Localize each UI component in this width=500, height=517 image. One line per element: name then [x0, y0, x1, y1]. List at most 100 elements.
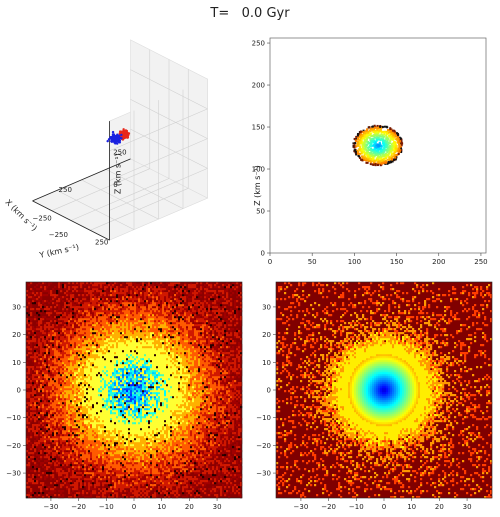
cell [60, 426, 62, 428]
cell [70, 408, 72, 410]
cell [74, 416, 76, 418]
cell [96, 360, 98, 362]
cell [92, 322, 94, 324]
cell [66, 382, 68, 384]
cell [74, 446, 76, 448]
cell [60, 428, 62, 430]
cell [42, 358, 44, 360]
cell [94, 374, 96, 376]
cell [44, 452, 46, 454]
cell [46, 430, 48, 432]
cell [70, 328, 72, 330]
cell [96, 448, 98, 450]
cell [66, 430, 68, 432]
cell [46, 434, 48, 436]
cell [108, 380, 110, 382]
cell [76, 320, 78, 322]
cell [82, 440, 84, 442]
cell [90, 444, 92, 446]
cell [74, 438, 76, 440]
cell [54, 490, 56, 492]
cell [76, 282, 78, 284]
point [120, 131, 122, 133]
cell [72, 458, 74, 460]
cell [84, 450, 86, 452]
cell [70, 428, 72, 430]
cell [80, 428, 82, 430]
cell [108, 298, 110, 300]
cell [52, 488, 54, 490]
point [366, 129, 368, 131]
cell [30, 358, 32, 360]
point [389, 136, 391, 138]
cell [106, 374, 108, 376]
cell [106, 324, 108, 326]
cell [84, 284, 86, 286]
cell [38, 348, 40, 350]
cell [54, 310, 56, 312]
cell [30, 382, 32, 384]
cell [70, 316, 72, 318]
cell [88, 372, 90, 374]
cell [94, 354, 96, 356]
cell [54, 336, 56, 338]
cell [72, 434, 74, 436]
cell [62, 464, 64, 466]
cell [82, 296, 84, 298]
cell [110, 474, 112, 476]
cell [60, 370, 62, 372]
cell [48, 290, 50, 292]
cell [54, 466, 56, 468]
cell [106, 472, 108, 474]
cell [36, 412, 38, 414]
cell [108, 468, 110, 470]
cell [62, 296, 64, 298]
cell [54, 334, 56, 336]
cell [102, 344, 104, 346]
cell [62, 440, 64, 442]
cell [36, 400, 38, 402]
cell [34, 458, 36, 460]
cell [88, 410, 90, 412]
cell [98, 460, 100, 462]
cell [74, 462, 76, 464]
cell [68, 386, 70, 388]
cell [76, 456, 78, 458]
cell [82, 354, 84, 356]
cell [78, 418, 80, 420]
point [357, 141, 359, 143]
cell [52, 458, 54, 460]
cell [94, 474, 96, 476]
cell [36, 350, 38, 352]
cell [28, 404, 30, 406]
cell [98, 426, 100, 428]
cell [64, 434, 66, 436]
cell [74, 444, 76, 446]
cell [26, 300, 28, 302]
cell [46, 398, 48, 400]
cell [94, 400, 96, 402]
cell [46, 444, 48, 446]
cell [76, 480, 78, 482]
cell [48, 302, 50, 304]
point [376, 139, 378, 141]
cell [46, 406, 48, 408]
cell [28, 320, 30, 322]
cell [36, 346, 38, 348]
cell [58, 446, 60, 448]
cell [90, 430, 92, 432]
cell [84, 386, 86, 388]
cell [104, 444, 106, 446]
cell [76, 446, 78, 448]
cell [102, 426, 104, 428]
cell [84, 296, 86, 298]
cell [44, 484, 46, 486]
point [375, 142, 377, 144]
cell [64, 292, 66, 294]
cell [36, 366, 38, 368]
cell [104, 494, 106, 496]
cell [104, 336, 106, 338]
cell [90, 308, 92, 310]
cell [26, 348, 28, 350]
cell [32, 456, 34, 458]
